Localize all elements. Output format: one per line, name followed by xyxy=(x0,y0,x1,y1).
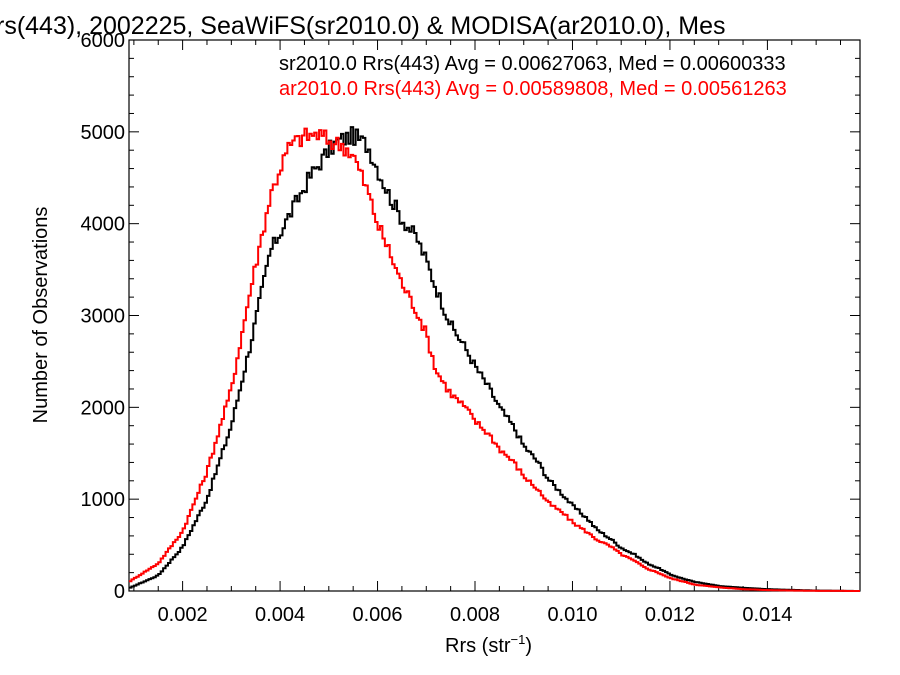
series-sr2010-line xyxy=(129,126,860,592)
y-tick-label: 5000 xyxy=(81,122,126,144)
x-tick-label: 0.002 xyxy=(158,604,208,626)
annotation-black: sr2010.0 Rrs(443) Avg = 0.00627063, Med … xyxy=(279,53,786,75)
x-axis-label-main: Rrs (str xyxy=(445,635,511,657)
y-tick-label: 6000 xyxy=(81,30,126,52)
x-axis: 0.002 0.004 0.006 0.008 0.010 0.012 0.014 xyxy=(133,40,842,626)
y-tick-label: 2000 xyxy=(81,397,126,419)
y-tick-label: 4000 xyxy=(81,214,126,236)
x-axis-label-close: ) xyxy=(525,635,532,657)
y-tick-label: 0 xyxy=(114,581,125,603)
x-tick-label: 0.014 xyxy=(742,604,792,626)
x-tick-label: 0.010 xyxy=(547,604,597,626)
chart-title: rs(443), 2002225, SeaWiFS(sr2010.0) & MO… xyxy=(0,12,725,40)
x-tick-label: 0.008 xyxy=(450,604,500,626)
x-axis-label: Rrs (str−1) xyxy=(445,632,532,657)
y-tick-label: 1000 xyxy=(81,489,126,511)
x-tick-label: 0.006 xyxy=(353,604,403,626)
y-axis-label: Number of Observations xyxy=(30,207,52,424)
series-layer xyxy=(129,126,860,592)
x-axis-label-superscript: −1 xyxy=(511,632,526,647)
y-axis: 0 1000 2000 3000 4000 5000 6000 xyxy=(81,30,860,603)
series-ar2010-line xyxy=(129,127,860,592)
annotation-red: ar2010.0 Rrs(443) Avg = 0.00589808, Med … xyxy=(279,78,787,100)
x-tick-label: 0.012 xyxy=(645,604,695,626)
y-tick-label: 3000 xyxy=(81,306,126,328)
x-tick-label: 0.004 xyxy=(255,604,305,626)
